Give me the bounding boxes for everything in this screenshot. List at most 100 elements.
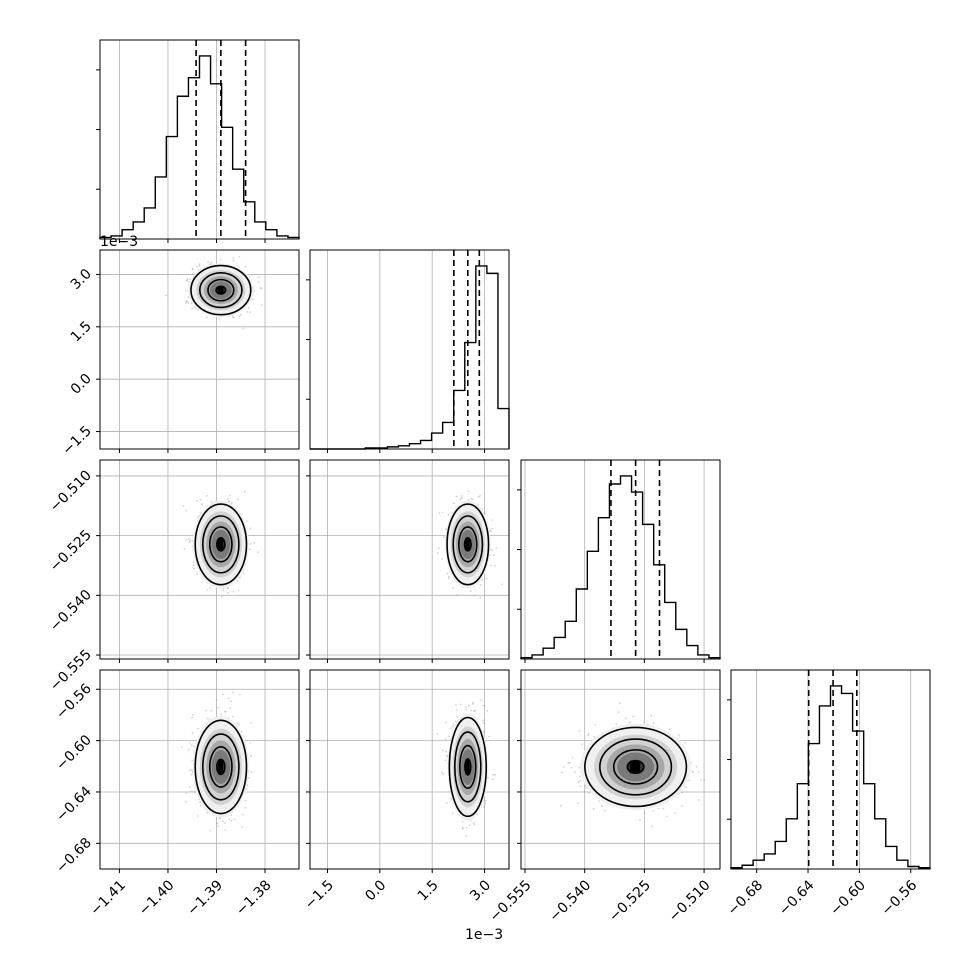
scatter-point bbox=[230, 502, 233, 504]
scatter-point bbox=[446, 572, 449, 575]
scatter-point bbox=[490, 530, 492, 532]
scatter-point bbox=[444, 759, 447, 762]
contour-line bbox=[194, 719, 248, 815]
scatter-point bbox=[479, 583, 482, 586]
scatter-point bbox=[441, 771, 443, 774]
scatter-point bbox=[253, 290, 256, 293]
scatter-point bbox=[190, 302, 193, 305]
scatter-point bbox=[681, 791, 683, 794]
scatter-point bbox=[483, 511, 486, 513]
scatter-point bbox=[191, 540, 194, 542]
scatter-point bbox=[436, 552, 439, 554]
scatter-point bbox=[440, 558, 443, 560]
scatter-point bbox=[227, 587, 230, 590]
x-tick-label: −1.38 bbox=[233, 877, 275, 919]
scatter-point bbox=[455, 716, 458, 718]
scatter-point bbox=[250, 754, 253, 757]
scatter-point bbox=[442, 749, 444, 752]
scatter-point bbox=[246, 520, 249, 522]
y-tick-label: −1.5 bbox=[59, 423, 94, 458]
scatter-point bbox=[232, 259, 235, 262]
x-tick-label: −1.40 bbox=[136, 877, 178, 919]
scatter-point bbox=[445, 528, 447, 531]
scatter-point bbox=[190, 773, 193, 776]
scatter-point bbox=[451, 812, 454, 815]
contour-line bbox=[448, 716, 488, 818]
scatter-point bbox=[228, 500, 230, 502]
scatter-point bbox=[219, 817, 222, 820]
scatter-point bbox=[199, 498, 202, 501]
x-tick-label: −1.41 bbox=[87, 877, 129, 919]
scatter-point bbox=[452, 723, 455, 726]
scatter-panel-2-1 bbox=[306, 459, 510, 663]
contour-line bbox=[207, 278, 235, 302]
contour-line bbox=[454, 731, 482, 803]
scatter-point bbox=[192, 564, 195, 566]
scatter-point bbox=[437, 547, 440, 550]
scatter-point bbox=[198, 264, 201, 267]
scatter-point bbox=[459, 498, 462, 501]
scatter-point bbox=[470, 497, 473, 500]
scatter-point bbox=[444, 738, 447, 741]
scatter-point bbox=[232, 316, 235, 319]
scatter-point bbox=[494, 773, 497, 776]
scatter-point bbox=[249, 742, 252, 744]
scatter-point bbox=[193, 567, 196, 570]
scatter-point bbox=[251, 298, 254, 301]
scatter-point bbox=[218, 317, 221, 320]
scatter-point bbox=[465, 706, 467, 708]
scatter-point bbox=[191, 716, 194, 719]
scatter-point bbox=[188, 278, 191, 281]
scatter-point bbox=[196, 727, 199, 730]
y-tick-label: 3.0 bbox=[68, 266, 95, 293]
scatter-point bbox=[257, 281, 260, 283]
scatter-point bbox=[189, 539, 192, 542]
density-peak bbox=[217, 759, 224, 775]
scatter-point bbox=[452, 502, 455, 505]
scatter-point bbox=[242, 327, 245, 330]
scatter-point bbox=[448, 791, 451, 793]
scatter-point bbox=[651, 825, 654, 828]
scatter-point bbox=[455, 495, 458, 498]
y-tick-label: −0.540 bbox=[47, 587, 95, 635]
contour-line bbox=[215, 285, 227, 295]
density-peak bbox=[217, 537, 224, 551]
scatter-point bbox=[491, 528, 494, 530]
scatter-point bbox=[479, 596, 482, 599]
histogram-line bbox=[730, 685, 931, 869]
panel-frame bbox=[309, 249, 510, 450]
panel-frame bbox=[99, 459, 300, 660]
histogram-line bbox=[99, 55, 300, 239]
scatter-point bbox=[454, 720, 457, 723]
scatter-point bbox=[226, 587, 229, 590]
scatter-point bbox=[216, 822, 219, 825]
scatter-point bbox=[257, 276, 260, 279]
scatter-point bbox=[185, 539, 187, 541]
panel-frame bbox=[730, 669, 931, 870]
scatter-point bbox=[227, 697, 230, 700]
scatter-point bbox=[481, 507, 484, 510]
scatter-point bbox=[473, 823, 476, 826]
scatter-point bbox=[438, 512, 441, 514]
scatter-point bbox=[473, 594, 476, 597]
scatter-point bbox=[652, 809, 655, 812]
scatter-point bbox=[260, 287, 263, 290]
scatter-point bbox=[192, 745, 195, 748]
scatter-point bbox=[224, 710, 227, 713]
scatter-point bbox=[481, 579, 484, 581]
x-tick-label: −1.39 bbox=[184, 877, 226, 919]
y-tick-label: −0.525 bbox=[47, 527, 95, 575]
scatter-point bbox=[232, 715, 234, 718]
scatter-point bbox=[246, 784, 249, 787]
scatter-point bbox=[250, 721, 253, 724]
scatter-point bbox=[477, 496, 480, 498]
x-tick-label: −1.5 bbox=[302, 877, 337, 912]
scatter-point bbox=[465, 826, 468, 829]
scatter-point bbox=[237, 498, 239, 501]
scatter-panel-3-1: −1.5 0.0 1.5 3.0 bbox=[302, 669, 510, 913]
scatter-point bbox=[501, 583, 503, 586]
scatter-point bbox=[236, 579, 239, 582]
scatter-point bbox=[459, 703, 462, 706]
scatter-point bbox=[231, 691, 234, 694]
